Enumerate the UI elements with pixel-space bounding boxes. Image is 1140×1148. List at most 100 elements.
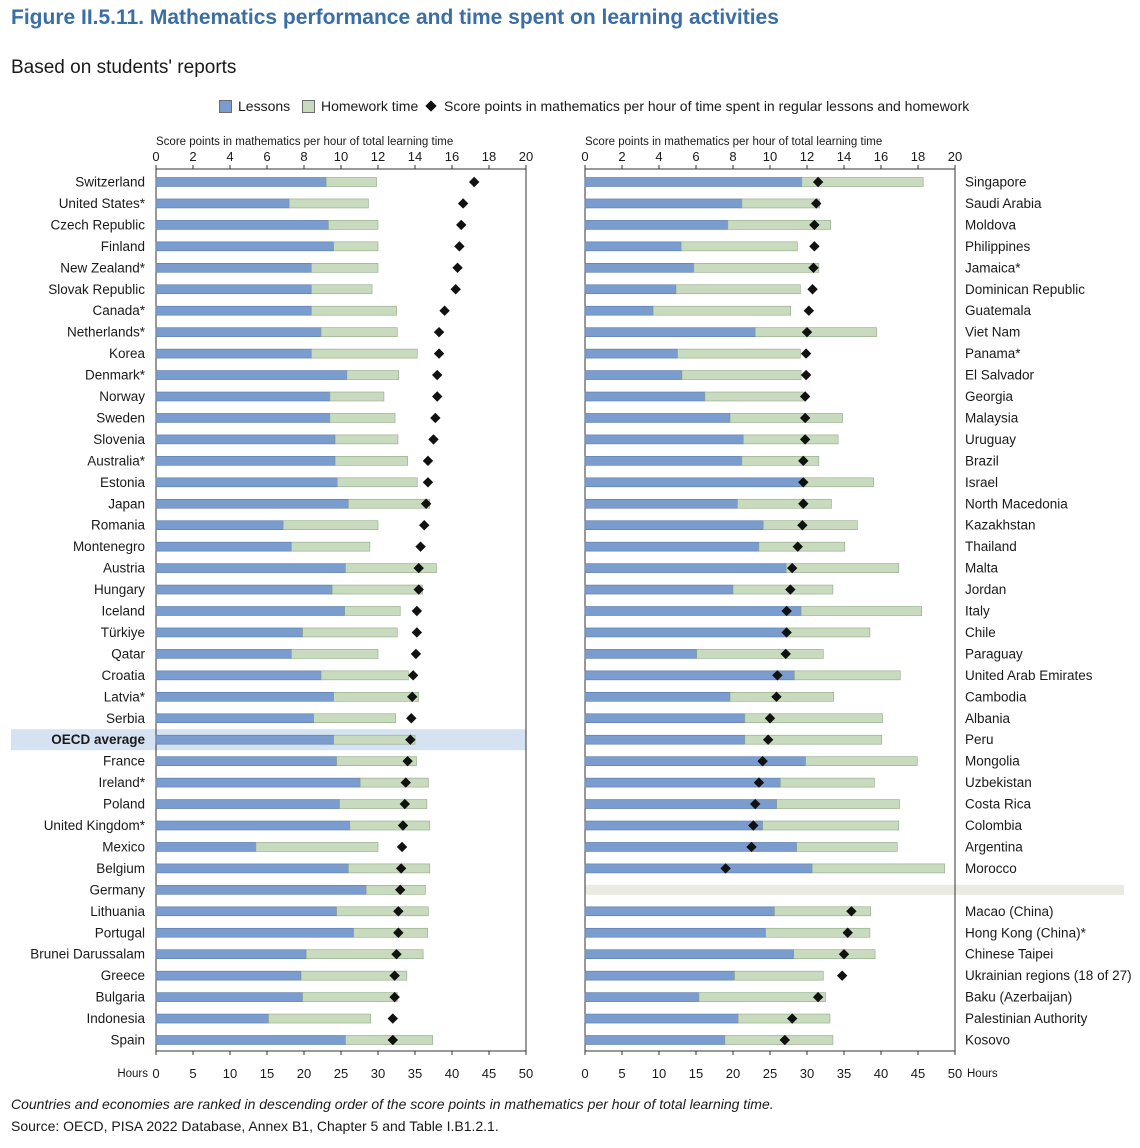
- panel1-lessons-bar: [155, 520, 284, 531]
- panel2-homework-bar: [698, 992, 826, 1002]
- panel1-homework-bar: [353, 927, 428, 938]
- panel2-score-marker: [720, 863, 731, 874]
- panel1-lessons-bar: [155, 1035, 346, 1045]
- panel1-lessons-bar: [155, 198, 290, 209]
- panel2-lessons-bar: [584, 734, 746, 745]
- panel2-category-label: Philippines: [965, 239, 1031, 254]
- panel1-lessons-bar: [155, 906, 337, 917]
- panel1-bottom-tick-label: 20: [297, 1066, 311, 1081]
- panel2-score-marker: [799, 434, 811, 445]
- panel2-score-marker: [799, 391, 811, 402]
- panel2-top-axis-label: Score points in mathematics per hour of …: [585, 136, 882, 148]
- panel2-homework-bar: [727, 220, 831, 230]
- panel1-lessons-bar: [155, 498, 349, 509]
- panel2-lessons-bar: [584, 670, 795, 681]
- panel1-category-label: Finland: [101, 239, 145, 254]
- panel1-category-label: Bulgaria: [95, 990, 145, 1005]
- panel2-homework-bar: [785, 627, 871, 638]
- panel2-category-label: Albania: [965, 711, 1011, 726]
- panel2-category-label: United Arab Emirates: [965, 668, 1093, 683]
- panel1-homework-bar: [300, 970, 408, 981]
- panel1-category-label: Austria: [103, 561, 146, 576]
- panel2-score-marker: [781, 605, 792, 617]
- panel2-top-tick-label: 6: [692, 149, 699, 164]
- panel1-homework-bar: [333, 691, 420, 702]
- panel2-score-marker: [746, 841, 757, 853]
- panel2-bottom-tick-label: 40: [874, 1066, 888, 1081]
- legend: Lessons Homework time Score points in ma…: [0, 98, 1140, 118]
- panel2-category-label: Jordan: [965, 582, 1006, 597]
- panel1-lessons-bar: [155, 970, 302, 981]
- panel2-lessons-bar: [584, 434, 744, 445]
- panel1-score-marker: [399, 798, 411, 810]
- panel2-score-marker: [800, 348, 812, 359]
- panel1-homework-bar: [329, 391, 385, 402]
- panel2-lessons-bar: [584, 520, 764, 531]
- panel1-bottom-tick-label: 45: [482, 1066, 496, 1081]
- legend-label-score: Score points in mathematics per hour of …: [444, 98, 970, 114]
- panel2-bottom-tick-label: 0: [581, 1066, 588, 1081]
- panel1-score-marker: [413, 562, 424, 574]
- panel2-homework-bar: [780, 777, 875, 788]
- panel2-score-marker: [771, 691, 782, 702]
- panel2-homework-bar: [811, 863, 945, 874]
- panel1-category-label: Hungary: [94, 582, 145, 597]
- panel2-homework-bar: [737, 498, 832, 509]
- panel2-homework-bar: [734, 970, 824, 981]
- panel1-homework-bar: [331, 584, 423, 595]
- panel1-category-label: Norway: [99, 389, 145, 404]
- panel1-lessons-bar: [155, 927, 354, 938]
- panel2-bottom-tick-label: 50: [948, 1066, 962, 1081]
- panel2-score-marker: [798, 477, 809, 488]
- panel2-lessons-bar: [584, 842, 797, 852]
- panel1-lessons-bar: [155, 263, 312, 273]
- panel2-lessons-bar: [584, 863, 813, 874]
- panel1-category-label: Germany: [89, 882, 145, 897]
- panel1-homework-bar: [336, 906, 429, 917]
- panel1-category-label: Slovak Republic: [48, 282, 145, 297]
- panel2-score-marker: [809, 219, 820, 231]
- panel2-score-marker: [842, 927, 853, 938]
- legend-item-homework: Homework time: [302, 98, 418, 114]
- panel1-lessons-bar: [155, 713, 314, 724]
- panel2-lessons-bar: [584, 777, 781, 788]
- panel2-top-tick-label: 16: [874, 149, 888, 164]
- panel1-category-label: Slovenia: [93, 432, 145, 447]
- panel2-homework-bar: [763, 520, 858, 531]
- panel2-top-tick-label: 20: [948, 149, 962, 164]
- panel1-score-marker: [411, 605, 423, 617]
- panel1-bottom-tick-label: 25: [334, 1066, 348, 1081]
- panel2-homework-bar: [765, 927, 871, 938]
- panel1-score-marker: [387, 1013, 398, 1024]
- panel1-lessons-bar: [155, 885, 367, 895]
- panel1-category-label: Iceland: [101, 604, 145, 619]
- panel2-lessons-bar: [584, 327, 756, 337]
- panel2-score-marker: [798, 498, 809, 509]
- panel1-score-marker: [391, 949, 402, 960]
- panel2-lessons-bar: [584, 799, 777, 809]
- panel1-category-label: Australia*: [87, 453, 146, 468]
- panel2-lessons-bar: [584, 1035, 726, 1045]
- panel2-category-label: Palestinian Authority: [965, 1011, 1088, 1026]
- panel2-category-label: Uzbekistan: [965, 775, 1032, 790]
- panel1-lessons-bar: [155, 777, 361, 788]
- lessons-swatch: [219, 99, 232, 113]
- panel2-homework-bar: [796, 842, 898, 852]
- panel1-homework-bar: [311, 305, 397, 316]
- panel1-score-marker: [439, 305, 450, 316]
- panel1-homework-bar: [346, 370, 400, 380]
- panel1-category-label: Sweden: [96, 410, 145, 425]
- panel2-score-marker: [798, 455, 809, 467]
- legend-label-lessons: Lessons: [238, 98, 291, 114]
- panel1-lessons-bar: [155, 627, 303, 638]
- panel1-category-label: United Kingdom*: [44, 818, 146, 833]
- panel1-category-label: OECD average: [51, 732, 145, 747]
- panel2-lessons-bar: [584, 691, 731, 702]
- panel2-lessons-bar: [584, 606, 802, 616]
- panel1-homework-bar: [348, 863, 431, 874]
- panel1-homework-bar: [348, 498, 431, 509]
- panel1-bottom-tick-label: 35: [408, 1066, 422, 1081]
- panel1-homework-bar: [320, 327, 398, 337]
- panel1-homework-bar: [311, 263, 379, 273]
- figure-note: Countries and economies are ranked in de…: [11, 1096, 774, 1112]
